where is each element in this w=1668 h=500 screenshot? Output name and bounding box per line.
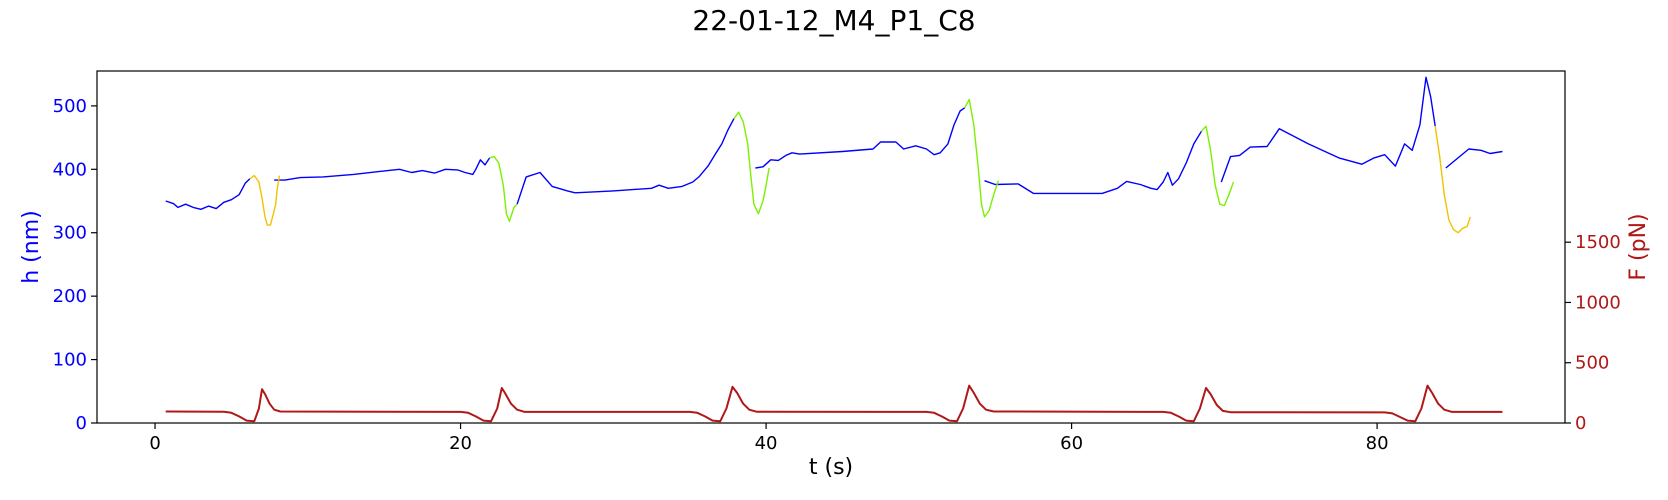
- y-left-tick-label: 0: [76, 413, 87, 434]
- x-axis-label: t (s): [809, 455, 853, 480]
- series-h_baseline-segment-5: [1220, 76, 1436, 183]
- series-h_baseline-segment-6: [1445, 148, 1503, 169]
- y-axis-right-label: F (pN): [1626, 213, 1651, 280]
- series-h_segment_yellow-segment-0: [249, 174, 281, 226]
- y-axis-left-label: h (nm): [19, 210, 44, 283]
- chart-title: 22-01-12_M4_P1_C8: [692, 4, 975, 37]
- y-left-tick-label: 400: [53, 159, 87, 180]
- y-right-tick-label: 500: [1575, 353, 1609, 374]
- y-left-tick-label: 100: [53, 350, 87, 371]
- x-tick-label: 80: [1366, 433, 1389, 454]
- x-tick-label: 40: [755, 433, 778, 454]
- series-h_segment_green-segment-1: [733, 111, 770, 215]
- series-h_baseline-segment-4: [984, 130, 1202, 195]
- series-h_baseline-segment-0: [165, 178, 251, 211]
- y-left-tick-label: 300: [53, 223, 87, 244]
- plot-area-frame: [96, 70, 1566, 424]
- series-h_segment_green-segment-2: [964, 98, 999, 218]
- series-h_segment_green-segment-0: [489, 155, 518, 223]
- y-right-tick-label: 0: [1575, 413, 1586, 434]
- series-h_baseline-segment-2: [516, 118, 735, 205]
- y-left-tick-label: 500: [53, 96, 87, 117]
- axes-layer: 0 20 40 60 80 0 100 200 300 400 500 0 500 1000 1500: [53, 96, 1621, 454]
- series-layer: [165, 76, 1503, 423]
- series-h_segment_yellow-segment-1: [1434, 126, 1471, 234]
- x-tick-label: 60: [1060, 433, 1083, 454]
- series-force-segment-0: [165, 384, 1503, 423]
- series-h_baseline-segment-3: [755, 107, 966, 169]
- y-right-tick-label: 1000: [1575, 292, 1621, 313]
- x-tick-label: 20: [449, 433, 472, 454]
- series-h_baseline-segment-1: [274, 157, 491, 181]
- y-left-tick-label: 200: [53, 286, 87, 307]
- y-right-tick-label: 1500: [1575, 232, 1621, 253]
- x-tick-label: 0: [149, 433, 160, 454]
- series-h_segment_green-segment-3: [1200, 125, 1235, 207]
